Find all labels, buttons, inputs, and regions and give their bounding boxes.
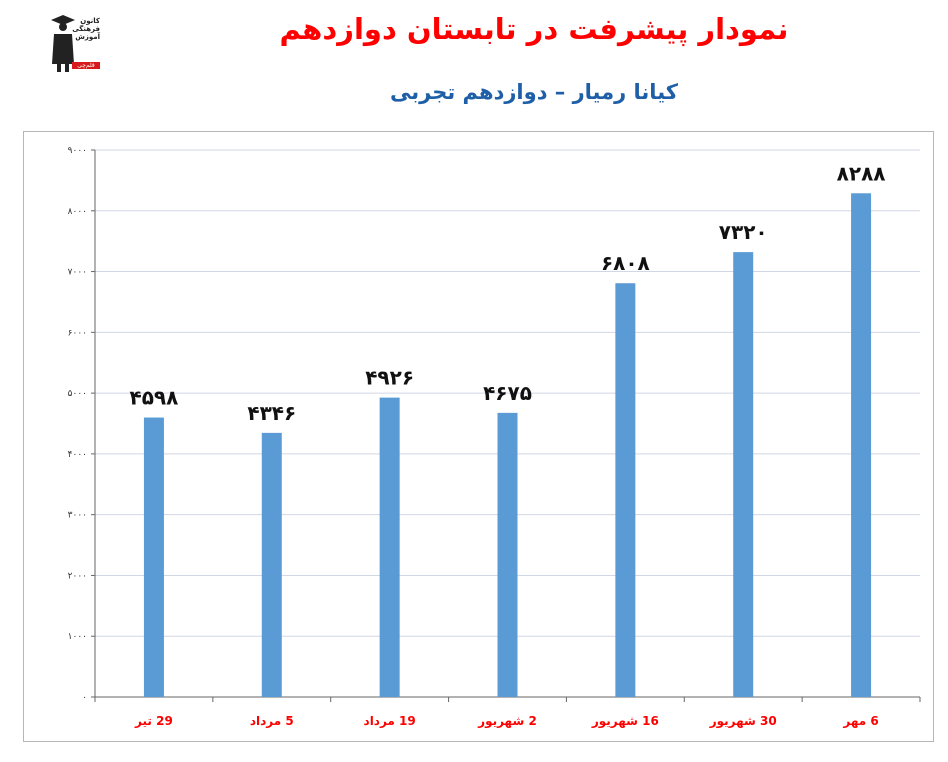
bar <box>143 417 164 697</box>
data-label: ۴۳۴۶ <box>247 401 296 425</box>
y-tick-label: ۰ <box>82 693 87 703</box>
x-tick-label: 16 شهریور <box>591 714 659 729</box>
logo-text: کانون فرهنگی آموزش <box>70 17 100 41</box>
logo-badge: قلم‌چی <box>72 62 100 69</box>
y-tick-label: ۷۰۰۰ <box>68 268 87 278</box>
y-tick-label: ۶۰۰۰ <box>68 328 87 338</box>
y-tick-label: ۴۰۰۰ <box>68 450 87 460</box>
y-tick-label: ۵۰۰۰ <box>68 389 87 399</box>
data-label: ۴۶۷۵ <box>483 381 532 405</box>
data-label: ۸۲۸۸ <box>837 161 886 185</box>
data-label: ۶۸۰۸ <box>601 251 650 275</box>
axis-layer: ۰ ۱۰۰۰ ۲۰۰۰ ۳۰۰۰ ۴۰۰۰ ۵۰۰۰ ۶۰۰۰ ۷۰۰۰ ۸۰۰۰ ۹۰۰۰ <box>68 146 921 703</box>
y-tick-label: ۹۰۰۰ <box>68 146 87 156</box>
y-tick-label: ۸۰۰۰ <box>68 207 87 217</box>
graduate-figure-icon <box>51 15 75 72</box>
logo-line-2: فرهنگی <box>72 25 100 33</box>
x-tick-label: 5 مرداد <box>250 714 294 728</box>
bar <box>379 397 400 697</box>
chart-title: نمودار پیشرفت در تابستان دوازدهم <box>279 12 789 46</box>
data-label: ۴۵۹۸ <box>130 386 179 410</box>
logo <box>48 12 100 74</box>
logo-line-3: آموزش <box>75 33 100 41</box>
bar <box>733 252 754 697</box>
y-tick-label: ۲۰۰۰ <box>68 571 87 581</box>
bar-layer <box>143 193 872 697</box>
chart-frame <box>23 131 934 742</box>
data-label: ۷۳۲۰ <box>719 220 768 244</box>
bar <box>497 412 518 697</box>
y-tick-label: ۳۰۰۰ <box>68 511 87 521</box>
x-tick-label: 29 تیر <box>134 714 173 728</box>
bar <box>261 432 282 697</box>
bar <box>851 193 872 697</box>
chart-subtitle: کیانا رمیار – دوازدهم تجربی <box>390 80 678 104</box>
label-layer: ۴۵۹۸ 29 تیر ۴۳۴۶ 5 مرداد ۴۹۲۶ 19 مرداد ۴۶۷۵ 2 ش… <box>130 161 886 729</box>
data-label: ۴۹۲۶ <box>365 366 414 390</box>
x-tick-label: 30 شهریور <box>709 714 777 729</box>
logo-line-1: کانون <box>80 17 100 25</box>
x-tick-label: 19 مرداد <box>364 714 416 728</box>
y-tick-label: ۱۰۰۰ <box>68 632 87 642</box>
x-tick-label: 2 شهریور <box>477 714 537 729</box>
x-tick-label: 6 مهر <box>842 714 878 728</box>
bar <box>615 283 636 697</box>
